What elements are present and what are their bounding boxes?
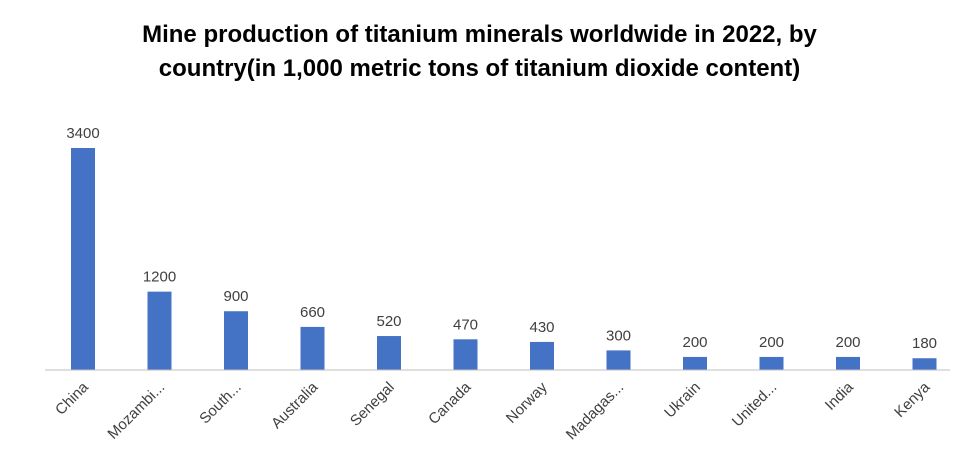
chart-title: Mine production of titanium minerals wor… <box>0 18 959 86</box>
x-tick-label-madagas: Madagas... <box>563 379 628 444</box>
x-tick-label-mozambi: Mozambi... <box>104 379 168 443</box>
x-tick-label-kenya: Kenya <box>891 378 934 421</box>
value-label-madagas: 300 <box>606 327 631 344</box>
x-tick-label-india: India <box>822 378 857 413</box>
value-label-china: 3400 <box>66 125 99 142</box>
x-tick-label-australia: Australia <box>268 378 322 432</box>
bar-china <box>71 148 95 370</box>
bars-group <box>71 148 937 370</box>
bar-canada <box>453 339 478 370</box>
x-tick-label-china: China <box>52 378 92 418</box>
bar-india <box>836 356 860 370</box>
value-label-south: 900 <box>223 288 248 305</box>
value-label-canada: 470 <box>453 316 478 333</box>
x-tick-label-norway: Norway <box>503 378 551 426</box>
x-tick-label-senegal: Senegal <box>347 379 398 430</box>
bar-united <box>759 356 784 370</box>
x-tick-label-ukrain: Ukrain <box>661 379 704 422</box>
bar-mozambi <box>147 291 172 370</box>
x-tick-label-canada: Canada <box>425 378 475 428</box>
x-tick-label-united: United... <box>729 379 781 431</box>
bar-madagas <box>606 350 631 370</box>
value-label-united: 200 <box>759 334 784 351</box>
bar-kenya <box>912 358 937 370</box>
chart-title-line-2: country(in 1,000 metric tons of titanium… <box>158 55 801 82</box>
chart-title-line-1: Mine production of titanium minerals wor… <box>142 21 817 48</box>
bar-south <box>224 311 248 370</box>
value-label-ukrain: 200 <box>682 334 707 351</box>
bar-australia <box>300 326 325 370</box>
bar-norway <box>530 341 554 370</box>
value-label-india: 200 <box>835 334 860 351</box>
x-tick-labels-group: China Mozambi... South... Australia Senegal C… <box>52 378 934 443</box>
value-label-australia: 660 <box>300 304 325 321</box>
value-label-mozambi: 1200 <box>143 269 176 286</box>
value-labels-group: 3400 1200 900 660 520 470 430 300 200 200 200 180 <box>66 125 937 352</box>
value-label-kenya: 180 <box>912 335 937 352</box>
value-label-norway: 430 <box>529 319 554 336</box>
bar-ukrain <box>683 356 707 370</box>
value-label-senegal: 520 <box>376 313 401 330</box>
bar-senegal <box>377 336 401 370</box>
x-tick-label-south: South... <box>196 379 245 428</box>
